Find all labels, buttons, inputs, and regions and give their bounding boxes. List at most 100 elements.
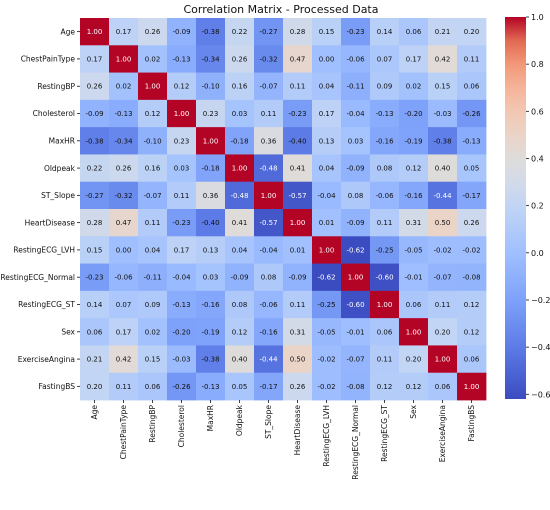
heatmap-cell bbox=[225, 18, 255, 46]
cell-value-label: -0.34 bbox=[114, 137, 133, 145]
x-axis-labels: Age ChestPainType RestingBP Cholesterol MaxH… bbox=[90, 400, 476, 480]
heatmap-cell bbox=[457, 263, 487, 292]
heatmap-cell bbox=[283, 372, 313, 401]
heatmap-cell bbox=[312, 236, 342, 264]
heatmap-cell bbox=[225, 127, 255, 155]
heatmap-cell bbox=[428, 181, 458, 210]
cell-value-label: 0.12 bbox=[377, 383, 393, 391]
heatmap-cell bbox=[312, 154, 342, 183]
cell-value-label: 0.06 bbox=[464, 356, 480, 364]
heatmap-cell bbox=[225, 209, 255, 237]
cell-value-label: 1.00 bbox=[232, 165, 248, 173]
x-tick-label: HeartDisease bbox=[293, 405, 302, 456]
cell-value-label: 0.11 bbox=[464, 55, 480, 63]
cell-value-label: -0.20 bbox=[404, 110, 422, 118]
heatmap-cell bbox=[457, 45, 487, 73]
heatmap-cell bbox=[109, 345, 139, 374]
heatmap-cell bbox=[283, 154, 313, 183]
heatmap-cell bbox=[225, 72, 255, 101]
cell-value-label: 0.08 bbox=[232, 301, 248, 309]
cell-value-label: -0.19 bbox=[201, 328, 219, 336]
heatmap-cell bbox=[370, 236, 400, 264]
cell-value-label: 0.12 bbox=[174, 83, 190, 91]
cell-value-label: 0.40 bbox=[232, 356, 248, 364]
heatmap-cell bbox=[312, 127, 342, 155]
cell-value-label: -0.04 bbox=[259, 246, 278, 254]
heatmap-cell bbox=[428, 372, 458, 401]
cell-value-label: 0.15 bbox=[435, 83, 451, 91]
cell-value-label: 0.06 bbox=[435, 383, 451, 391]
x-tick-label: ExerciseAngina bbox=[438, 405, 447, 462]
cell-value-label: 0.20 bbox=[406, 356, 422, 364]
cell-value-label: 0.02 bbox=[145, 55, 161, 63]
heatmap-cell bbox=[399, 372, 429, 401]
heatmap-cell bbox=[167, 263, 197, 292]
heatmap-cell bbox=[312, 18, 342, 46]
heatmap-cell bbox=[370, 45, 400, 73]
heatmap-cell bbox=[399, 45, 429, 73]
heatmap-cell bbox=[109, 209, 139, 237]
heatmap-cell bbox=[138, 263, 168, 292]
heatmap-cell bbox=[399, 236, 429, 264]
cell-value-label: 0.36 bbox=[261, 137, 277, 145]
heatmap-cell bbox=[80, 209, 110, 237]
heatmap-cell bbox=[80, 127, 110, 155]
heatmap-cell bbox=[80, 99, 110, 128]
heatmap-cell bbox=[341, 236, 371, 264]
heatmap-cell bbox=[80, 72, 110, 101]
cell-value-label: -0.27 bbox=[259, 28, 277, 36]
cell-value-label: 0.41 bbox=[290, 165, 306, 173]
cell-value-label: 0.31 bbox=[290, 328, 306, 336]
cell-value-label: 0.11 bbox=[377, 356, 393, 364]
y-tick-label: RestingECG_Normal bbox=[0, 273, 75, 282]
cell-value-label: -0.08 bbox=[462, 274, 480, 282]
heatmap-cell bbox=[225, 290, 255, 319]
heatmap-cell bbox=[167, 290, 197, 319]
heatmap-cell bbox=[341, 263, 371, 292]
colorbar-tick-label: 1.0 bbox=[531, 13, 544, 22]
heatmap-cell bbox=[109, 236, 139, 264]
y-tick-label: ExerciseAngina bbox=[18, 355, 75, 364]
heatmap-cell bbox=[80, 18, 110, 46]
cell-value-label: -0.16 bbox=[404, 192, 423, 200]
cell-value-label: 0.11 bbox=[290, 301, 306, 309]
cell-value-label: 1.00 bbox=[377, 301, 393, 309]
cell-value-label: 0.06 bbox=[87, 328, 103, 336]
heatmap-cell bbox=[109, 181, 139, 210]
heatmap-cell bbox=[341, 372, 371, 401]
heatmap-cell bbox=[254, 127, 284, 155]
heatmap-cell bbox=[80, 372, 110, 401]
heatmap-cell bbox=[138, 290, 168, 319]
cell-value-label: 0.11 bbox=[116, 383, 132, 391]
heatmap-cell bbox=[312, 372, 342, 401]
x-tick-label: RestingECG_ST bbox=[380, 405, 389, 462]
x-tick-label: Age bbox=[90, 405, 99, 420]
cell-value-label: 0.03 bbox=[174, 165, 190, 173]
cell-value-label: -0.17 bbox=[259, 383, 277, 391]
heatmap-cell bbox=[138, 236, 168, 264]
cell-value-label: 0.06 bbox=[406, 301, 422, 309]
cell-value-label: 0.23 bbox=[174, 137, 190, 145]
cell-value-label: 0.17 bbox=[87, 55, 103, 63]
heatmap-cell bbox=[225, 345, 255, 374]
heatmap-cell bbox=[399, 318, 429, 346]
cell-value-label: -0.06 bbox=[346, 55, 365, 63]
cell-value-label: -0.13 bbox=[172, 55, 190, 63]
cell-value-label: 0.02 bbox=[406, 83, 422, 91]
heatmap-cell bbox=[196, 154, 226, 183]
heatmap-cell bbox=[138, 154, 168, 183]
cell-value-label: 0.22 bbox=[232, 28, 248, 36]
cell-value-label: 0.12 bbox=[145, 110, 161, 118]
cell-value-label: -0.13 bbox=[201, 383, 219, 391]
heatmap-cell bbox=[428, 209, 458, 237]
heatmap-cell bbox=[225, 99, 255, 128]
cell-value-label: -0.07 bbox=[143, 192, 161, 200]
heatmap-cell bbox=[254, 263, 284, 292]
heatmap-cell bbox=[167, 154, 197, 183]
cell-value-label: -0.16 bbox=[201, 301, 220, 309]
heatmap-cell bbox=[225, 154, 255, 183]
cell-value-label: -0.09 bbox=[288, 274, 306, 282]
heatmap-cell bbox=[283, 45, 313, 73]
cell-value-label: 0.12 bbox=[406, 383, 422, 391]
cell-value-label: 0.17 bbox=[319, 110, 335, 118]
